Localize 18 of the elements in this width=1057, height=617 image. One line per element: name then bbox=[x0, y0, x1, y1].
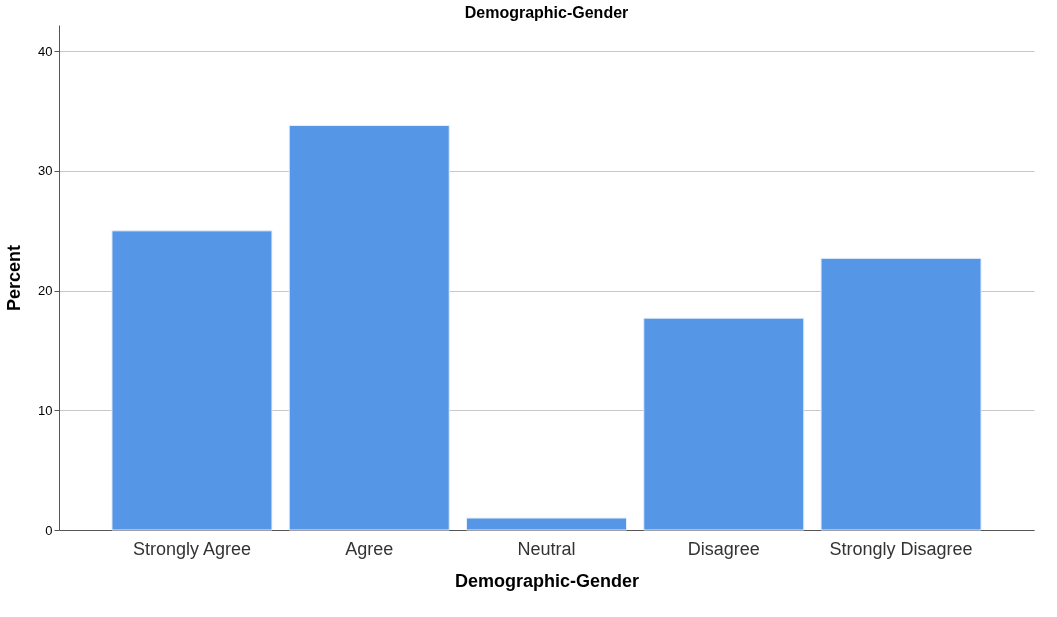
y-tick-label: 30 bbox=[38, 163, 53, 179]
x-axis-title: Demographic-Gender bbox=[454, 570, 640, 591]
x-tick-label: Neutral bbox=[517, 538, 576, 559]
x-tick-label: Strongly Agree bbox=[132, 538, 251, 559]
y-tick-label: 0 bbox=[45, 522, 53, 538]
x-tick-label: Strongly Disagree bbox=[829, 538, 973, 559]
y-tick-label: 10 bbox=[38, 402, 53, 418]
y-axis-title: Percent bbox=[4, 244, 25, 312]
x-tick-label: Disagree bbox=[687, 538, 760, 559]
bar bbox=[111, 230, 273, 531]
bar bbox=[288, 125, 450, 531]
y-tick-label: 40 bbox=[38, 43, 53, 59]
x-tick-label: Agree bbox=[345, 538, 394, 559]
y-tick-label: 20 bbox=[38, 283, 53, 299]
bar bbox=[466, 517, 627, 531]
bar bbox=[820, 257, 982, 531]
chart-title: Demographic-Gender bbox=[464, 4, 629, 21]
bar bbox=[643, 317, 805, 531]
